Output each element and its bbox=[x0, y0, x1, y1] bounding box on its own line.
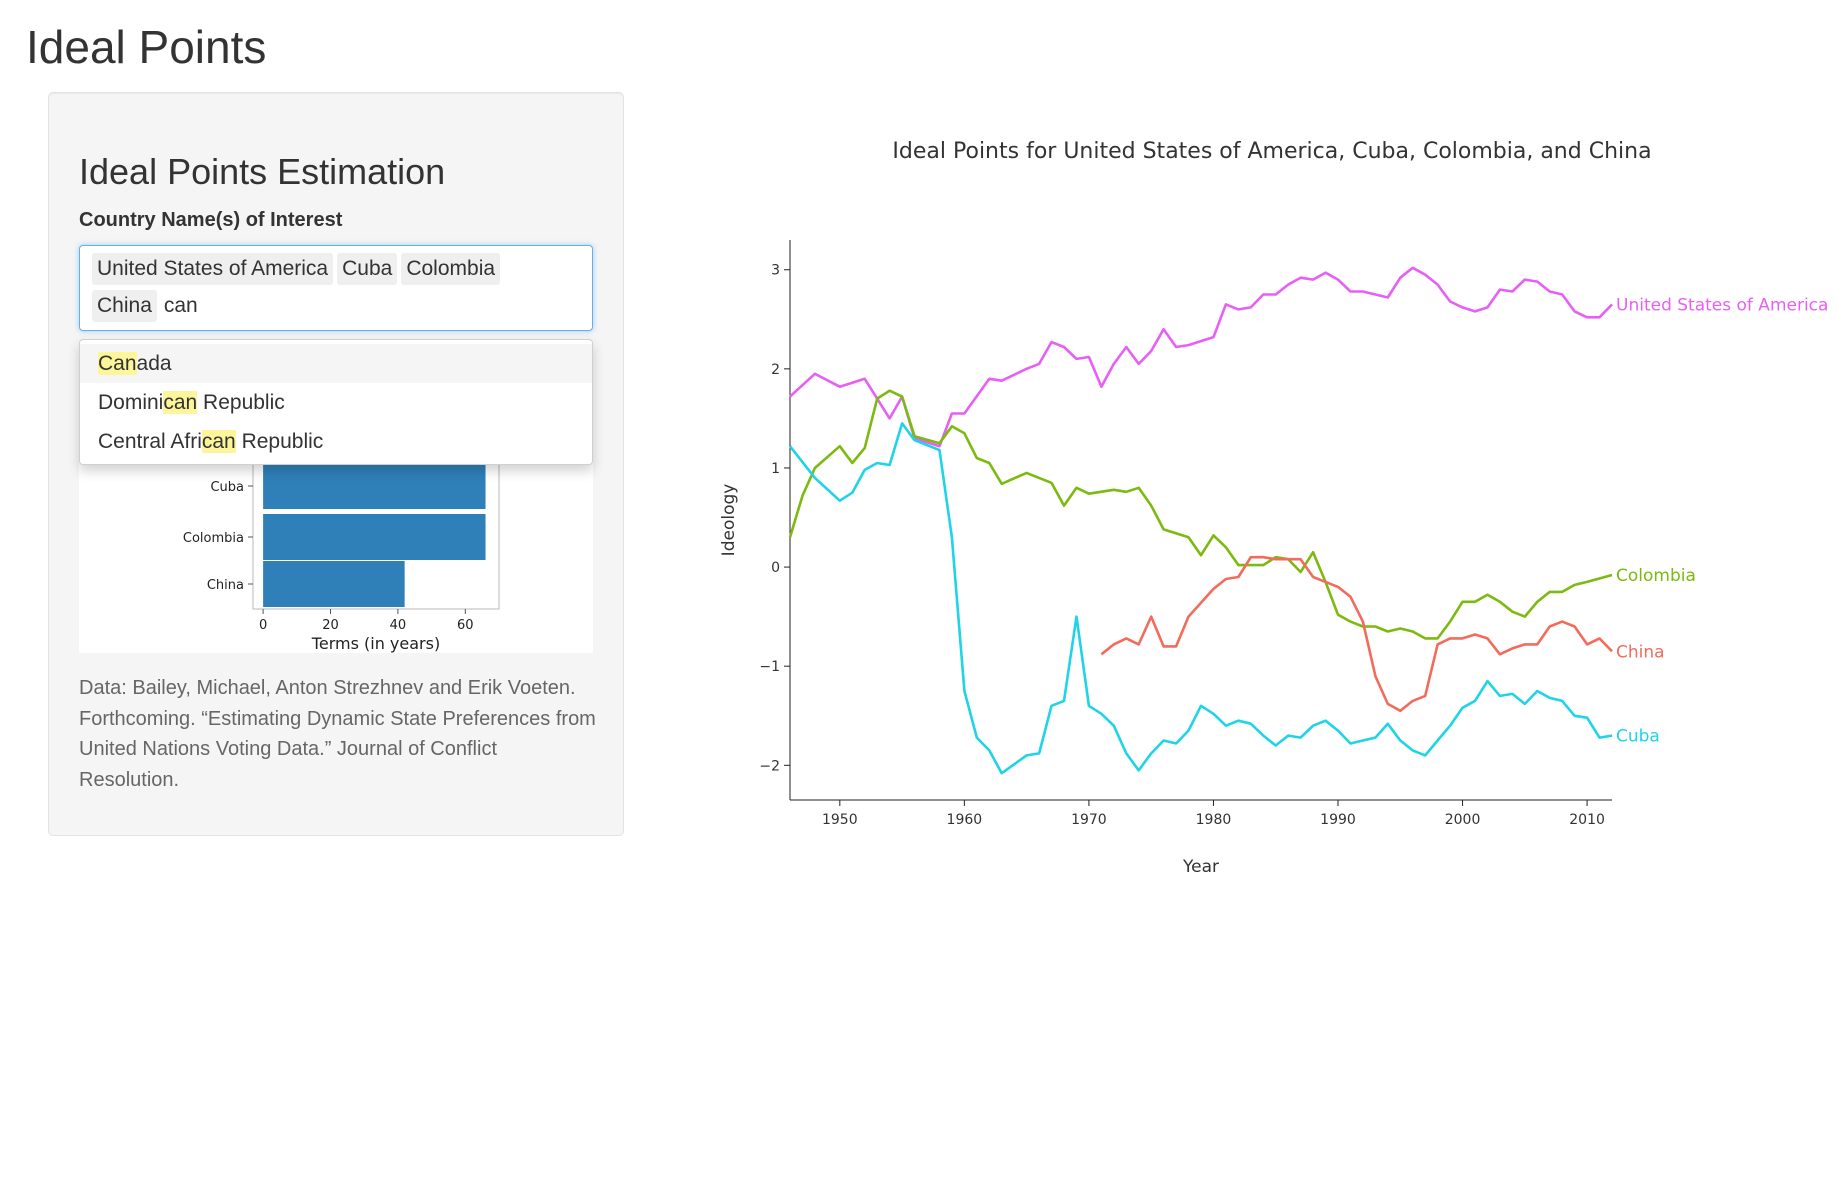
x-tick-label: 1950 bbox=[822, 812, 858, 828]
x-axis-title: Year bbox=[1182, 857, 1219, 877]
bar-category-label: China bbox=[207, 578, 244, 593]
bar-china bbox=[263, 561, 405, 607]
series-label-united-states-of-america: United States of America bbox=[1616, 295, 1828, 315]
selected-country-tag[interactable]: Colombia bbox=[401, 253, 501, 285]
typed-query[interactable]: can bbox=[163, 294, 198, 317]
bar-colombia bbox=[263, 514, 486, 560]
y-tick-label: −2 bbox=[759, 758, 780, 774]
series-label-cuba: Cuba bbox=[1616, 727, 1660, 747]
suggestion-match: Can bbox=[98, 352, 137, 375]
bar-category-label: Cuba bbox=[210, 480, 244, 495]
series-label-colombia: Colombia bbox=[1616, 566, 1696, 586]
country-select-input[interactable]: United States of America Cuba Colombia Chi… bbox=[79, 245, 593, 331]
suggestion-match: can bbox=[163, 391, 198, 414]
x-tick-label: 1990 bbox=[1320, 812, 1356, 828]
panel-title: Ideal Points Estimation bbox=[79, 151, 446, 192]
x-tick-label: 1970 bbox=[1071, 812, 1107, 828]
y-tick-label: 1 bbox=[771, 461, 780, 477]
suggestion-prefix: Domini bbox=[98, 391, 164, 414]
series-label-china: China bbox=[1616, 642, 1665, 662]
app-title: Ideal Points bbox=[26, 21, 267, 73]
x-tick-label: 2010 bbox=[1569, 812, 1605, 828]
selected-country-tag[interactable]: China bbox=[92, 290, 157, 322]
data-source-citation: Data: Bailey, Michael, Anton Strezhnev a… bbox=[79, 677, 596, 791]
series-line-cuba[interactable] bbox=[788, 422, 1613, 775]
country-field-label: Country Name(s) of Interest bbox=[79, 209, 343, 231]
series-line-united-states-of-america[interactable] bbox=[789, 266, 1613, 448]
suggestion-suffix: ada bbox=[136, 352, 172, 375]
y-tick-label: 3 bbox=[771, 263, 780, 279]
suggestion-match: can bbox=[201, 430, 236, 453]
y-tick-label: 0 bbox=[771, 560, 780, 576]
y-tick-label: −1 bbox=[759, 659, 780, 675]
y-tick-label: 2 bbox=[771, 362, 780, 378]
suggestion-option-central-african-republic[interactable]: Central African Republic bbox=[80, 422, 592, 461]
suggestion-option-canada[interactable]: Canada bbox=[80, 344, 592, 383]
suggestion-suffix: Republic bbox=[197, 391, 285, 414]
x-tick-label: 2000 bbox=[1445, 812, 1481, 828]
bar-x-tick-label: 0 bbox=[259, 618, 267, 633]
bar-xlabel: Terms (in years) bbox=[311, 634, 440, 653]
ideal-points-line-chart: Ideal Points for United States of Americ… bbox=[719, 139, 1828, 877]
suggestion-option-dominican-republic[interactable]: Dominican Republic bbox=[80, 383, 592, 422]
chart-title: Ideal Points for United States of Americ… bbox=[892, 139, 1651, 164]
x-tick-label: 1960 bbox=[947, 812, 983, 828]
bar-x-tick-label: 20 bbox=[322, 618, 339, 633]
series-line-colombia[interactable] bbox=[788, 389, 1613, 640]
series-line-china[interactable] bbox=[1100, 555, 1613, 713]
x-tick-label: 1980 bbox=[1196, 812, 1232, 828]
bar-x-tick-label: 40 bbox=[390, 618, 407, 633]
y-axis-title: Ideology bbox=[719, 484, 739, 557]
suggestion-prefix: Central Afri bbox=[98, 430, 202, 453]
selected-country-tag[interactable]: Cuba bbox=[337, 253, 398, 285]
suggestion-suffix: Republic bbox=[235, 430, 324, 453]
sidebar-panel: Ideal Points Estimation Country Name(s) … bbox=[48, 92, 624, 836]
bar-cuba bbox=[263, 463, 486, 509]
suggestion-dropdown[interactable]: Canada Dominican Republic Central Africa… bbox=[79, 339, 593, 465]
selected-country-tag[interactable]: United States of America bbox=[92, 253, 334, 285]
bar-category-label: Colombia bbox=[183, 531, 244, 546]
bar-x-tick-label: 60 bbox=[457, 618, 474, 633]
